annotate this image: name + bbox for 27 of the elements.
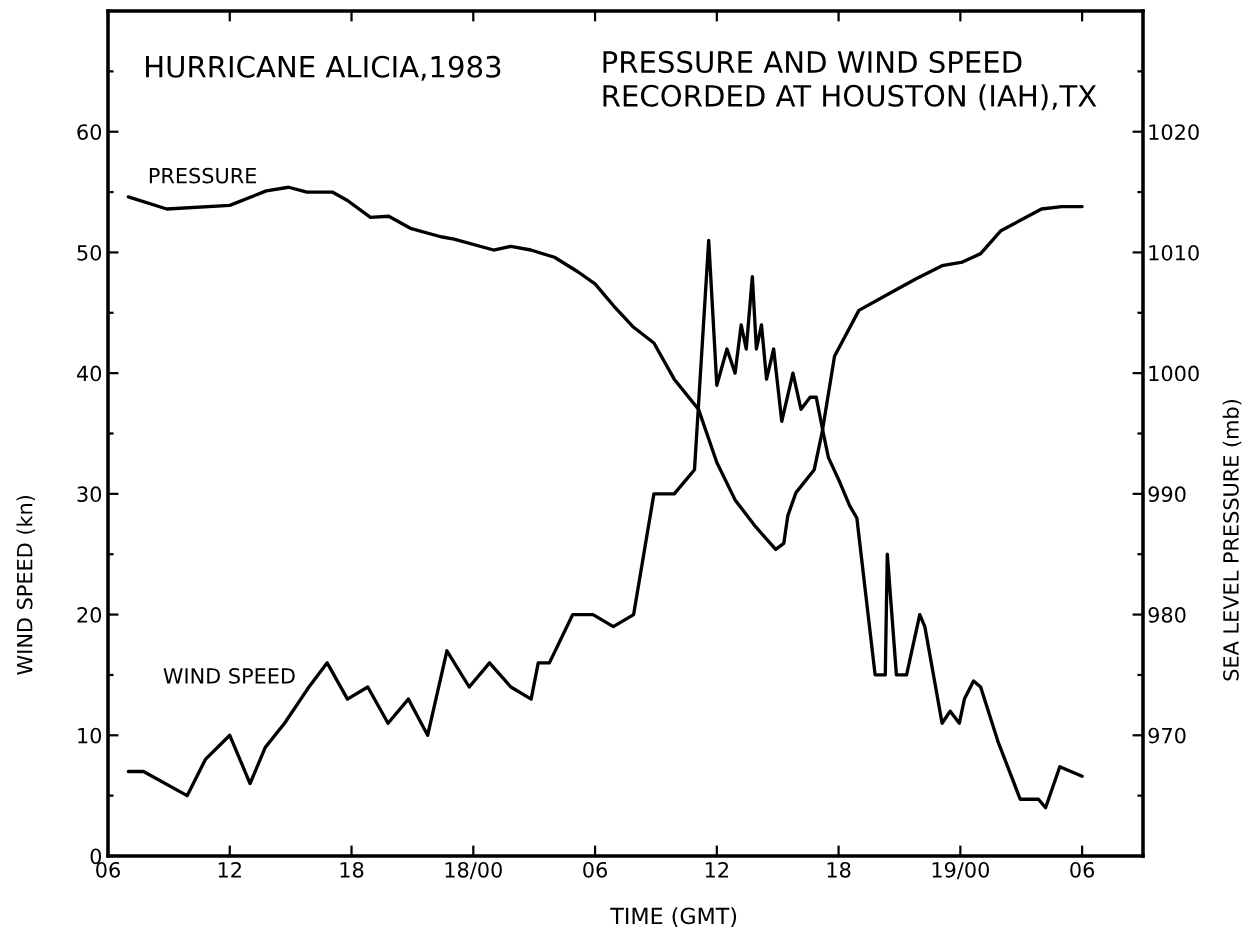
x-tick-label: 18 xyxy=(340,861,364,878)
y2-tick-label: 990 xyxy=(1148,486,1186,503)
y-tick-label: 10 xyxy=(78,727,102,744)
y-tick-label: 20 xyxy=(77,607,102,623)
text: HURRICANE ALICIA,1983 xyxy=(146,55,501,81)
y2-axis-title: SEA LEVEL PRESSURE (mb) xyxy=(1222,399,1242,681)
x-tick-label: 12 xyxy=(218,861,241,878)
x-tick-label: 18 xyxy=(827,861,851,878)
x-tick-label: 06 xyxy=(583,861,607,878)
x-tick-label: 19/00 xyxy=(932,861,989,880)
y2-tick-label: 1010 xyxy=(1149,244,1199,261)
series-label: PRESSURE xyxy=(149,167,257,184)
text: PRESSURE AND WIND SPEED RECORDED AT HOUSTON (IAH),TX xyxy=(603,50,1097,111)
y2-tick-label: 980 xyxy=(1148,607,1186,623)
x-tick-label: 06 xyxy=(1070,861,1095,878)
x-tick-label: 18/00 xyxy=(445,861,502,880)
y2-tick-label: 1000 xyxy=(1149,365,1199,382)
x-axis-title: TIME (GMT) xyxy=(610,907,737,927)
y-axis-title: WIND SPEED (kn) xyxy=(16,495,35,675)
x-tick-label: 12 xyxy=(705,861,728,878)
y-tick-label: 50 xyxy=(77,244,102,261)
series-label: WIND SPEED xyxy=(163,667,295,684)
y-tick-label: 30 xyxy=(77,486,102,503)
y-tick-label: 60 xyxy=(77,124,102,140)
y2-tick-label: 970 xyxy=(1148,727,1186,744)
y-tick-label: 40 xyxy=(76,365,102,382)
y2-tick-label: 1020 xyxy=(1149,124,1199,140)
